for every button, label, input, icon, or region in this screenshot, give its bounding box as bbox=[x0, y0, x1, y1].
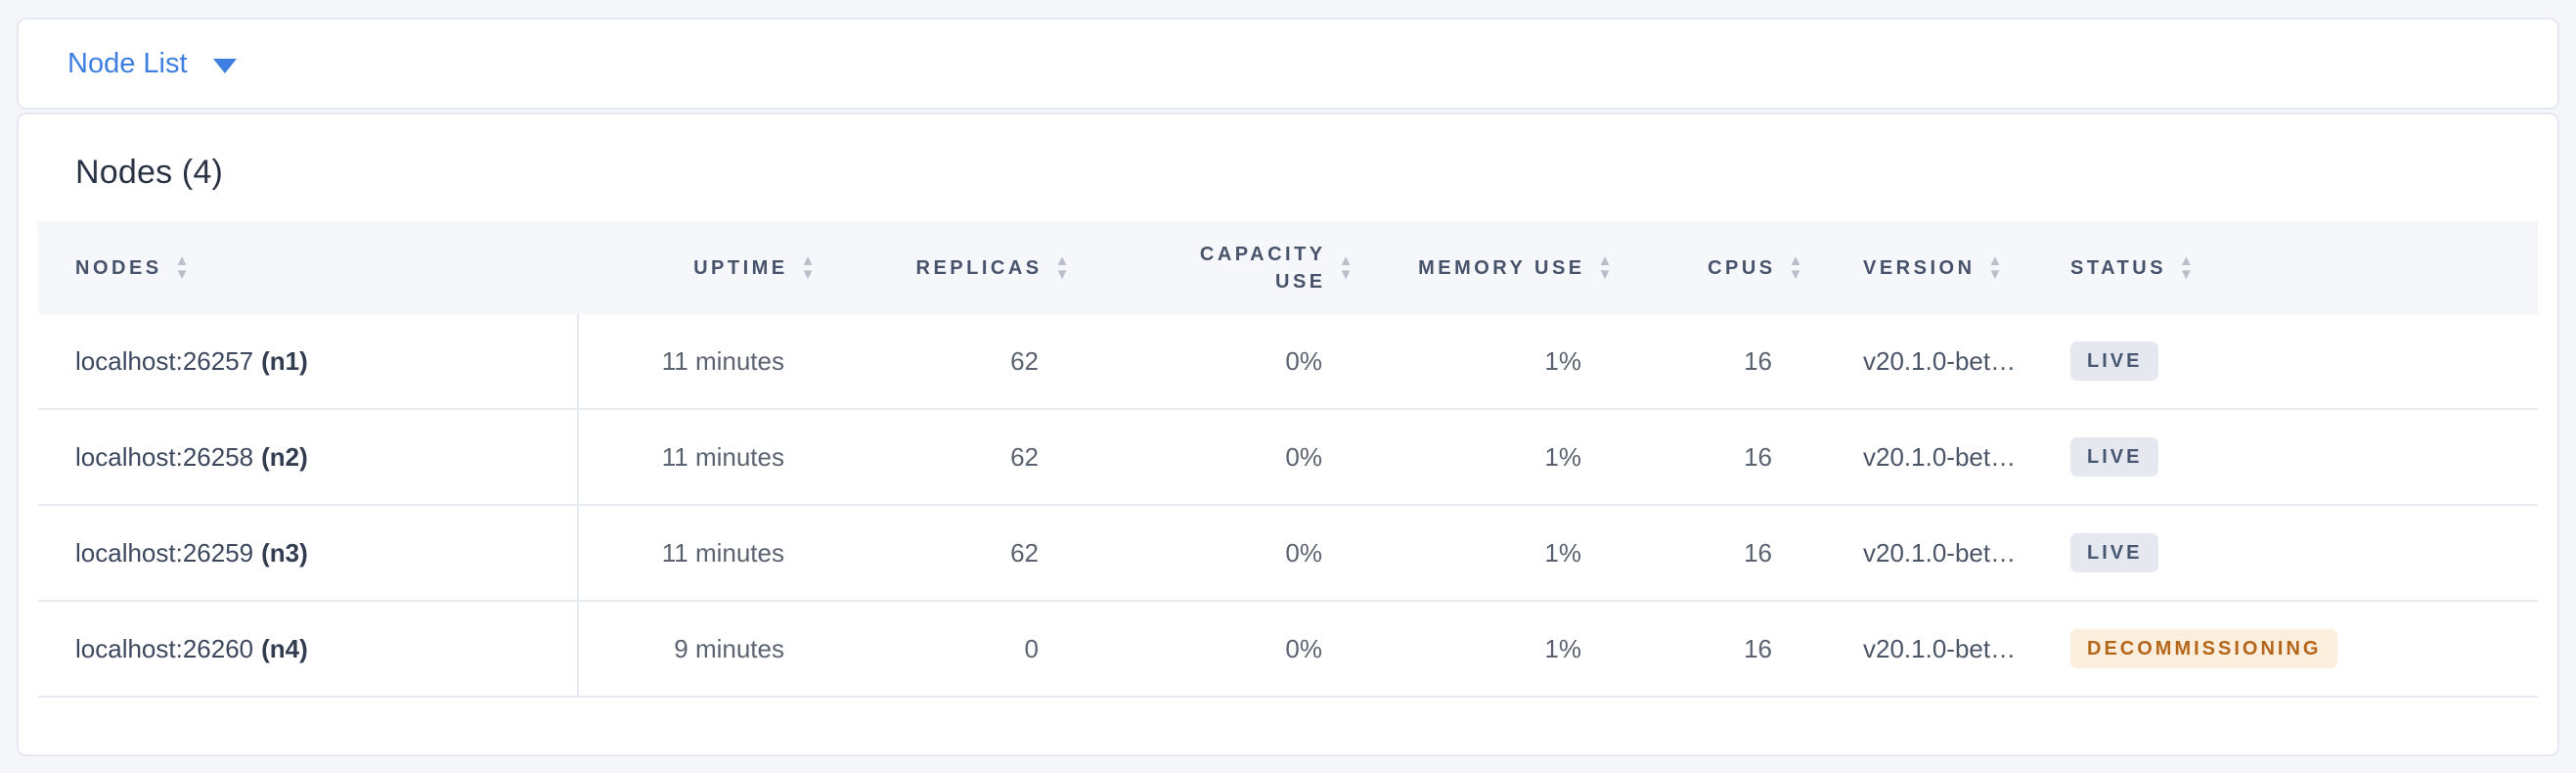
column-header-capacity-use[interactable]: CAPACITY USE ▲ ▼ bbox=[1083, 221, 1366, 314]
version-cell: v20.1.0-bet… bbox=[1863, 441, 2017, 472]
column-header-label: MEMORY USE bbox=[1418, 256, 1585, 279]
table-row: localhost:26258 (n2) 11 minutes 62 0% 1%… bbox=[38, 410, 2538, 506]
caret-down-icon bbox=[212, 58, 237, 73]
node-address-cell[interactable]: localhost:26258 (n2) bbox=[38, 410, 579, 504]
table-header-row: NODES ▲ ▼ UPTIME ▲ ▼ REPLICAS ▲ ▼ CAPACITY … bbox=[38, 221, 2538, 314]
column-header-cpus[interactable]: CPUS ▲ ▼ bbox=[1625, 221, 1816, 314]
column-header-label: VERSION bbox=[1863, 256, 1976, 279]
sort-icon: ▲ ▼ bbox=[1054, 252, 1073, 283]
column-header-label: CAPACITY USE bbox=[1199, 243, 1326, 293]
table-row: localhost:26259 (n3) 11 minutes 62 0% 1%… bbox=[38, 506, 2538, 602]
sort-icon: ▲ ▼ bbox=[174, 252, 193, 283]
node-id: (n4) bbox=[261, 633, 308, 663]
memory-use-cell: 1% bbox=[1544, 345, 1581, 376]
replicas-cell: 62 bbox=[1010, 441, 1039, 472]
node-address: localhost:26260 bbox=[75, 633, 254, 663]
column-header-uptime[interactable]: UPTIME ▲ ▼ bbox=[579, 221, 828, 314]
node-address-cell[interactable]: localhost:26257 (n1) bbox=[38, 314, 579, 408]
node-address: localhost:26259 bbox=[75, 537, 254, 568]
cpus-cell: 16 bbox=[1744, 633, 1772, 663]
column-header-label: REPLICAS bbox=[915, 256, 1043, 279]
column-header-memory-use[interactable]: MEMORY USE ▲ ▼ bbox=[1366, 221, 1625, 314]
capacity-use-cell: 0% bbox=[1285, 633, 1322, 663]
status-cell: LIVE bbox=[2041, 314, 2538, 408]
capacity-use-cell: 0% bbox=[1285, 441, 1322, 472]
column-header-label: CPUS bbox=[1708, 256, 1776, 279]
node-address-cell[interactable]: localhost:26259 (n3) bbox=[38, 506, 579, 600]
sort-icon: ▲ ▼ bbox=[1597, 252, 1616, 283]
column-header-label: STATUS bbox=[2070, 256, 2167, 279]
sort-icon: ▲ ▼ bbox=[1338, 252, 1356, 283]
sort-icon: ▲ ▼ bbox=[800, 252, 819, 283]
node-id: (n1) bbox=[261, 345, 308, 376]
memory-use-cell: 1% bbox=[1544, 633, 1581, 663]
page-title: Nodes (4) bbox=[75, 154, 224, 191]
replicas-cell: 62 bbox=[1010, 345, 1039, 376]
view-dropdown[interactable]: Node List bbox=[67, 48, 237, 80]
node-address-cell[interactable]: localhost:26260 (n4) bbox=[38, 602, 579, 696]
view-dropdown-label: Node List bbox=[67, 47, 188, 79]
column-header-version[interactable]: VERSION ▲ ▼ bbox=[1816, 221, 2041, 314]
table-body: localhost:26257 (n1) 11 minutes 62 0% 1%… bbox=[38, 314, 2538, 698]
version-cell: v20.1.0-bet… bbox=[1863, 537, 2017, 568]
node-id: (n3) bbox=[261, 537, 308, 568]
view-selector-bar: Node List bbox=[17, 18, 2559, 110]
status-badge: DECOMMISSIONING bbox=[2070, 629, 2338, 668]
node-id: (n2) bbox=[261, 441, 308, 472]
sort-icon: ▲ ▼ bbox=[1987, 252, 2006, 283]
capacity-use-cell: 0% bbox=[1285, 537, 1322, 568]
column-header-replicas[interactable]: REPLICAS ▲ ▼ bbox=[828, 221, 1083, 314]
uptime-cell: 11 minutes bbox=[661, 441, 784, 472]
table-row: localhost:26260 (n4) 9 minutes 0 0% 1% 1… bbox=[38, 602, 2538, 698]
cpus-cell: 16 bbox=[1744, 345, 1772, 376]
node-address: localhost:26258 bbox=[75, 441, 254, 472]
column-header-label: NODES bbox=[75, 256, 162, 279]
status-cell: LIVE bbox=[2041, 506, 2538, 600]
column-header-nodes[interactable]: NODES ▲ ▼ bbox=[38, 221, 579, 314]
status-badge: LIVE bbox=[2070, 533, 2159, 572]
memory-use-cell: 1% bbox=[1544, 441, 1581, 472]
cpus-cell: 16 bbox=[1744, 537, 1772, 568]
sort-icon: ▲ ▼ bbox=[1788, 252, 1806, 283]
column-header-label: UPTIME bbox=[693, 256, 788, 279]
status-badge: LIVE bbox=[2070, 437, 2159, 477]
node-address: localhost:26257 bbox=[75, 345, 254, 376]
version-cell: v20.1.0-bet… bbox=[1863, 633, 2017, 663]
status-badge: LIVE bbox=[2070, 341, 2159, 381]
memory-use-cell: 1% bbox=[1544, 537, 1581, 568]
table-row: localhost:26257 (n1) 11 minutes 62 0% 1%… bbox=[38, 314, 2538, 410]
nodes-table: NODES ▲ ▼ UPTIME ▲ ▼ REPLICAS ▲ ▼ CAPACITY … bbox=[38, 221, 2538, 698]
version-cell: v20.1.0-bet… bbox=[1863, 345, 2017, 376]
status-cell: LIVE bbox=[2041, 410, 2538, 504]
uptime-cell: 11 minutes bbox=[661, 537, 784, 568]
uptime-cell: 11 minutes bbox=[661, 345, 784, 376]
replicas-cell: 0 bbox=[1024, 633, 1039, 663]
uptime-cell: 9 minutes bbox=[674, 633, 784, 663]
cpus-cell: 16 bbox=[1744, 441, 1772, 472]
status-cell: DECOMMISSIONING bbox=[2041, 602, 2538, 696]
sort-icon: ▲ ▼ bbox=[2179, 252, 2198, 283]
node-list-panel: Nodes (4) NODES ▲ ▼ UPTIME ▲ ▼ REPLICAS ▲ ▼… bbox=[17, 113, 2559, 756]
column-header-status[interactable]: STATUS ▲ ▼ bbox=[2041, 221, 2538, 314]
capacity-use-cell: 0% bbox=[1285, 345, 1322, 376]
replicas-cell: 62 bbox=[1010, 537, 1039, 568]
